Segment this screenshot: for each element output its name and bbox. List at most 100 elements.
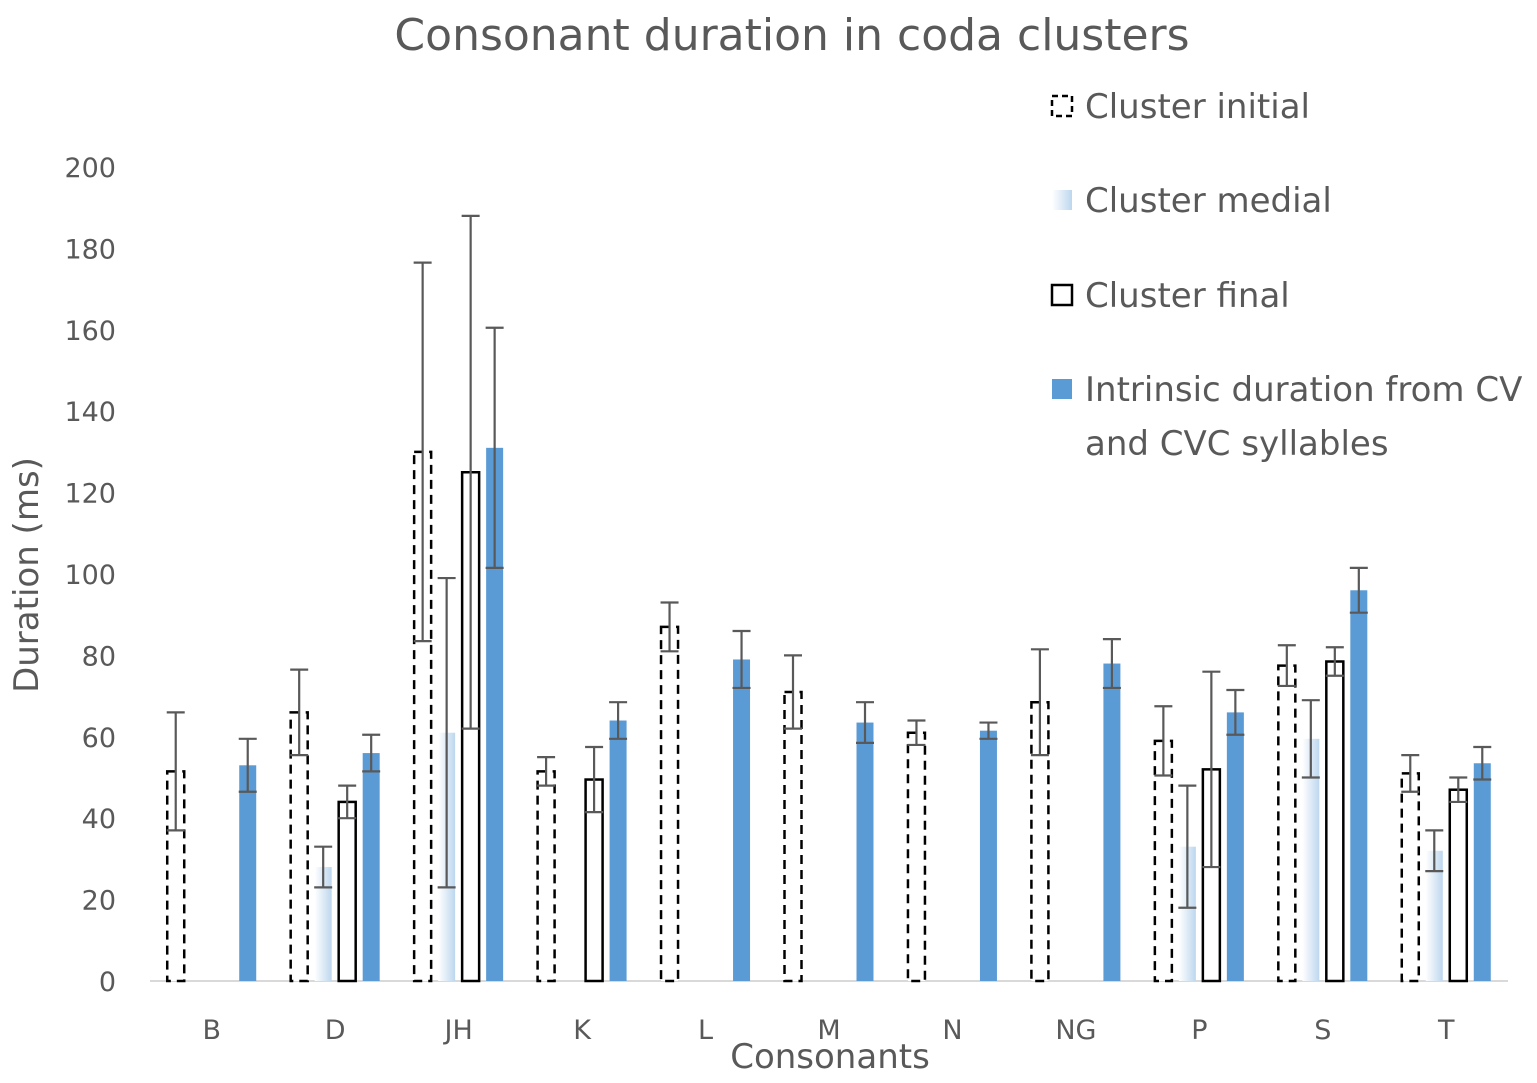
x-tick-label: P (1191, 1015, 1207, 1046)
error-bar (907, 719, 926, 747)
error-bar (660, 601, 679, 653)
y-tick-label: 40 (82, 804, 116, 835)
y-axis: 0 20 40 60 80 100 120 140 160 180 200 (64, 153, 116, 998)
legend: Cluster initial Cluster medial Cluster fin… (1050, 87, 1522, 464)
bar-cluster-initial-m (783, 690, 803, 983)
bar-intrinsic-duration-from-cv-and-cvc-syllables-d (362, 753, 380, 981)
bar-intrinsic-duration-from-cv-and-cvc-syllables-s (1350, 590, 1368, 981)
error-bar (166, 711, 185, 832)
error-bar (537, 756, 556, 787)
legend-swatch (1050, 94, 1074, 118)
x-tick-label: K (573, 1015, 592, 1046)
bar-cluster-final-d (337, 800, 357, 983)
error-bar (1449, 776, 1468, 804)
bar-cluster-final-s (1325, 660, 1345, 983)
legend-swatch (1052, 190, 1072, 210)
bar-intrinsic-duration-from-cv-and-cvc-syllables-ng (1103, 663, 1121, 981)
x-tick-label: N (942, 1015, 962, 1046)
y-tick-label: 200 (64, 153, 116, 184)
error-bar (1301, 699, 1320, 779)
x-tick-label: NG (1055, 1015, 1096, 1046)
error-bar (585, 745, 604, 814)
error-bar (1178, 784, 1197, 909)
legend-label: Cluster final (1085, 276, 1290, 316)
chart-title: Consonant duration in coda clusters (394, 10, 1189, 61)
y-tick-label: 140 (64, 397, 116, 428)
error-bar (1226, 688, 1245, 736)
error-bar (979, 721, 998, 740)
y-tick-label: 160 (64, 316, 116, 347)
x-tick-label: B (202, 1015, 221, 1046)
error-bar (290, 668, 309, 757)
y-tick-label: 120 (64, 479, 116, 510)
bars (165, 447, 1491, 983)
bar-intrinsic-duration-from-cv-and-cvc-syllables-jh (486, 447, 504, 982)
x-tick-label: D (325, 1015, 346, 1046)
error-bar (1349, 566, 1368, 614)
y-tick-label: 100 (64, 560, 116, 591)
bar-intrinsic-duration-from-cv-and-cvc-syllables-n (979, 730, 997, 981)
x-axis-title: Consonants (730, 1037, 930, 1077)
error-bar (1425, 829, 1444, 873)
legend-item: Cluster medial (1052, 181, 1332, 221)
error-bar (732, 629, 751, 690)
bar-intrinsic-duration-from-cv-and-cvc-syllables-l (733, 659, 751, 981)
bar-cluster-initial-p (1153, 739, 1174, 983)
y-tick-label: 20 (82, 886, 116, 917)
legend-item: Cluster initial (1050, 87, 1310, 127)
x-tick-label: JH (443, 1015, 473, 1046)
bar-intrinsic-duration-from-cv-and-cvc-syllables-m (856, 722, 874, 981)
legend-item: Cluster final (1050, 276, 1290, 316)
error-bar (609, 701, 628, 740)
bar-cluster-medial-p (1178, 846, 1196, 981)
legend-item: Intrinsic duration from CV and CVC syllab… (1052, 370, 1522, 464)
x-tick-label: S (1314, 1015, 1331, 1046)
error-bar (437, 576, 456, 889)
y-tick-label: 180 (64, 234, 116, 265)
y-tick-label: 80 (82, 641, 116, 672)
error-bar (1102, 638, 1121, 690)
bar-intrinsic-duration-from-cv-and-cvc-syllables-b (239, 765, 257, 981)
error-bar (338, 784, 357, 820)
bar-cluster-initial-l (659, 625, 680, 983)
error-bar (461, 214, 480, 730)
error-bar (1030, 648, 1049, 757)
bar-cluster-medial-t (1425, 850, 1443, 981)
bar-intrinsic-duration-from-cv-and-cvc-syllables-k (609, 720, 627, 981)
error-bar (238, 737, 257, 793)
error-bar (1277, 644, 1296, 688)
error-bar (413, 261, 432, 643)
bar-cluster-initial-k (536, 770, 556, 983)
legend-label: Cluster initial (1085, 87, 1310, 127)
bar-cluster-initial-n (906, 731, 927, 983)
error-bar (856, 701, 874, 745)
x-tick-label: L (698, 1015, 713, 1046)
bar-intrinsic-duration-from-cv-and-cvc-syllables-p (1226, 712, 1244, 981)
bar-cluster-final-t (1448, 788, 1469, 983)
legend-label: and CVC syllables (1085, 424, 1389, 464)
error-bar (1154, 705, 1173, 777)
error-bar (1202, 670, 1221, 869)
x-tick-label: T (1437, 1015, 1455, 1046)
error-bar (1325, 646, 1344, 677)
y-tick-label: 60 (82, 723, 116, 754)
legend-label: Intrinsic duration from CV (1085, 370, 1522, 410)
error-bars (166, 214, 1492, 909)
bar-cluster-initial-s (1277, 664, 1297, 983)
x-tick-label: M (817, 1015, 840, 1046)
bar-intrinsic-duration-from-cv-and-cvc-syllables-t (1473, 763, 1491, 981)
error-bar (1401, 754, 1420, 793)
legend-swatch (1050, 283, 1074, 307)
y-axis-title: Duration (ms) (7, 457, 47, 693)
legend-label: Cluster medial (1085, 181, 1332, 221)
error-bar (1473, 745, 1492, 781)
y-tick-label: 0 (99, 967, 116, 998)
error-bar (314, 845, 333, 889)
bar-cluster-initial-t (1400, 772, 1421, 983)
error-bar (784, 654, 802, 730)
bar-cluster-medial-d (314, 867, 332, 981)
error-bar (485, 326, 504, 569)
legend-swatch (1052, 379, 1072, 399)
bar-cluster-medial-s (1302, 738, 1320, 981)
